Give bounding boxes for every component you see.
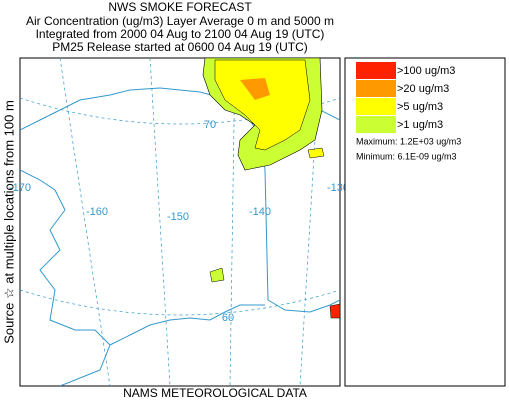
side-label: Source ☆ at multiple locations from 100 … bbox=[1, 100, 16, 344]
map-label: 70 bbox=[204, 119, 216, 131]
smoke-spot bbox=[209, 267, 225, 283]
map-label: -160 bbox=[86, 206, 108, 218]
map-label: -170 bbox=[9, 182, 31, 194]
legend-max: Maximum: 1.2E+03 ug/m3 bbox=[356, 136, 461, 146]
legend-swatch bbox=[356, 62, 396, 79]
coastline bbox=[109, 304, 265, 346]
smoke-spot bbox=[329, 303, 340, 319]
graticule bbox=[20, 58, 340, 386]
subtitle: PM25 Release started at 0600 04 Aug 19 (… bbox=[52, 40, 307, 54]
map-label: -130 bbox=[327, 182, 349, 194]
smoke-plume bbox=[240, 78, 270, 100]
legend-swatch bbox=[356, 80, 396, 97]
smoke-spot bbox=[307, 147, 325, 159]
map-label: -150 bbox=[167, 211, 189, 223]
legend-label: >100 ug/m3 bbox=[397, 65, 455, 77]
map-label: 60 bbox=[222, 312, 234, 324]
smoke-plume bbox=[214, 59, 311, 151]
footer: NAMS METEOROLOGICAL DATA bbox=[123, 386, 307, 400]
subtitle: Integrated from 2000 04 Aug to 2100 04 A… bbox=[36, 27, 325, 41]
legend-swatch bbox=[356, 116, 396, 133]
legend-swatch bbox=[356, 98, 396, 115]
subtitle: Air Concentration (ug/m3) Layer Average … bbox=[26, 14, 334, 28]
legend-label: >5 ug/m3 bbox=[397, 101, 443, 113]
coastline bbox=[20, 169, 111, 386]
legend: >100 ug/m3 >20 ug/m3 >5 ug/m3 >1 ug/m3 bbox=[356, 62, 455, 133]
map-label: -140 bbox=[249, 206, 271, 218]
map: 70 -170 -160 -150 -140 -130 60 bbox=[9, 57, 349, 387]
legend-min: Minimum: 6.1E-09 ug/m3 bbox=[356, 151, 457, 161]
title: NWS SMOKE FORECAST bbox=[108, 0, 252, 14]
legend-label: >1 ug/m3 bbox=[397, 119, 443, 131]
legend-label: >20 ug/m3 bbox=[397, 83, 449, 95]
